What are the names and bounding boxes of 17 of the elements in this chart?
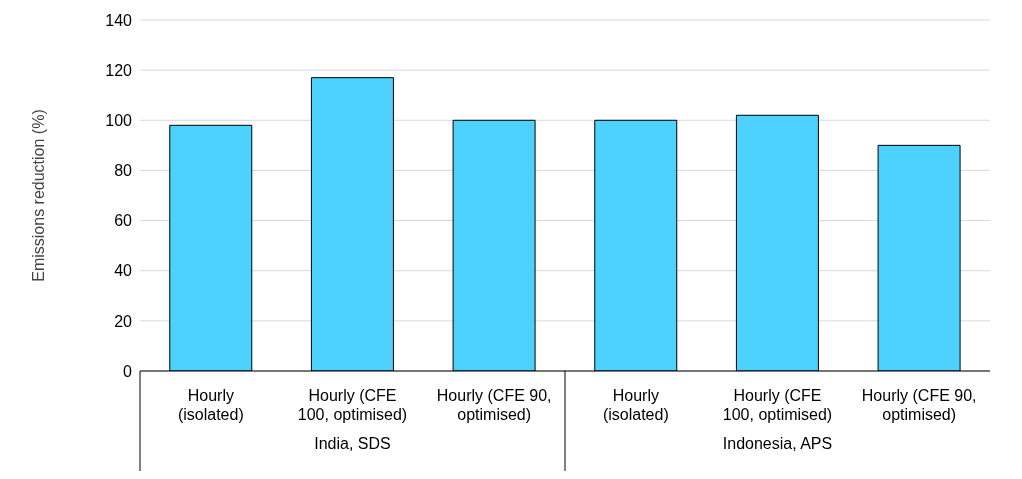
y-tick-label: 100 <box>105 111 133 129</box>
y-tick-label: 60 <box>114 212 133 230</box>
y-tick-label: 0 <box>123 362 133 380</box>
x-tick-label: Hourly (CFE 90, optimised) <box>436 387 552 423</box>
y-tick-label: 20 <box>114 312 133 330</box>
x-tick-label: Hourly (isolated) <box>177 387 244 423</box>
y-tick-label: 80 <box>114 162 133 180</box>
y-tick-label: 40 <box>114 262 133 280</box>
x-tick-label: Hourly (isolated) <box>602 387 669 423</box>
y-tick-label: 140 <box>105 11 133 29</box>
y-tick-label: 120 <box>105 61 133 79</box>
y-axis-title: Emissions reduction (%) <box>29 109 47 282</box>
x-tick-label: Hourly (CFE 100, optimised) <box>297 387 408 423</box>
x-tick-label: Hourly (CFE 90, optimised) <box>861 387 977 423</box>
text: Indonesia, APS <box>722 435 833 452</box>
x-tick-label: Hourly (CFE 100, optimised) <box>722 387 833 423</box>
text: India, SDS <box>314 435 391 452</box>
